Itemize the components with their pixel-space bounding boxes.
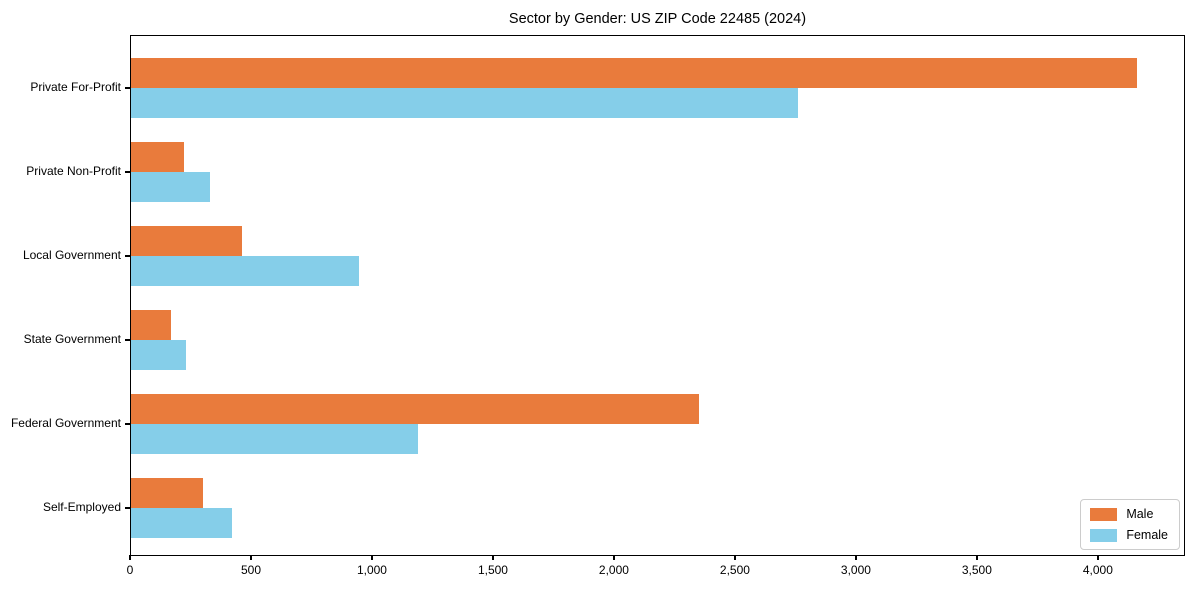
bar-female-private-for-profit [131, 88, 798, 118]
ytick-mark-private-non-profit [125, 171, 130, 173]
legend-item-female: Female [1090, 528, 1168, 542]
xtick-label-4000: 4,000 [1082, 563, 1113, 577]
xtick-mark-0 [129, 555, 131, 560]
bar-female-private-non-profit [131, 172, 210, 202]
xtick-mark-4000 [1097, 555, 1099, 560]
bar-female-federal-government [131, 424, 418, 454]
xtick-mark-3000 [855, 555, 857, 560]
ytick-label-private-non-profit: Private Non-Profit [26, 164, 121, 178]
xtick-label-2000: 2,000 [598, 563, 629, 577]
bar-male-state-government [131, 310, 171, 340]
xtick-mark-1000 [371, 555, 373, 560]
ytick-label-local-government: Local Government [22, 248, 121, 262]
xtick-label-0: 0 [126, 563, 134, 577]
chart-title: Sector by Gender: US ZIP Code 22485 (202… [508, 11, 807, 27]
legend-label-male: Male [1126, 507, 1154, 521]
xtick-label-3000: 3,000 [840, 563, 871, 577]
ytick-mark-state-government [125, 339, 130, 341]
bar-male-private-for-profit [131, 58, 1137, 88]
legend-swatch-male [1090, 507, 1118, 521]
ytick-label-federal-government: Federal Government [10, 416, 121, 430]
legend-swatch-female [1090, 528, 1118, 542]
bar-male-local-government [131, 226, 242, 256]
ytick-label-private-for-profit: Private For-Profit [30, 80, 121, 94]
ytick-mark-local-government [125, 255, 130, 257]
bar-male-self-employed [131, 478, 203, 508]
bar-male-federal-government [131, 394, 699, 424]
xtick-label-3500: 3,500 [961, 563, 992, 577]
legend-label-female: Female [1126, 528, 1168, 542]
xtick-mark-500 [250, 555, 252, 560]
xtick-label-500: 500 [240, 563, 261, 577]
legend: Male Female [1080, 499, 1180, 550]
xtick-mark-3500 [976, 555, 978, 560]
bar-female-state-government [131, 340, 186, 370]
bar-female-self-employed [131, 508, 232, 538]
ytick-mark-self-employed [125, 507, 130, 509]
plot-area [130, 35, 1185, 556]
legend-item-male: Male [1090, 507, 1168, 521]
xtick-label-1000: 1,000 [356, 563, 387, 577]
ytick-mark-private-for-profit [125, 87, 130, 89]
xtick-label-1500: 1,500 [477, 563, 508, 577]
ytick-mark-federal-government [125, 423, 130, 425]
bar-male-private-non-profit [131, 142, 184, 172]
ytick-label-state-government: State Government [23, 332, 121, 346]
xtick-mark-1500 [492, 555, 494, 560]
ytick-label-self-employed: Self-Employed [42, 500, 121, 514]
xtick-mark-2000 [613, 555, 615, 560]
xtick-mark-2500 [734, 555, 736, 560]
xtick-label-2500: 2,500 [719, 563, 750, 577]
bar-female-local-government [131, 256, 359, 286]
